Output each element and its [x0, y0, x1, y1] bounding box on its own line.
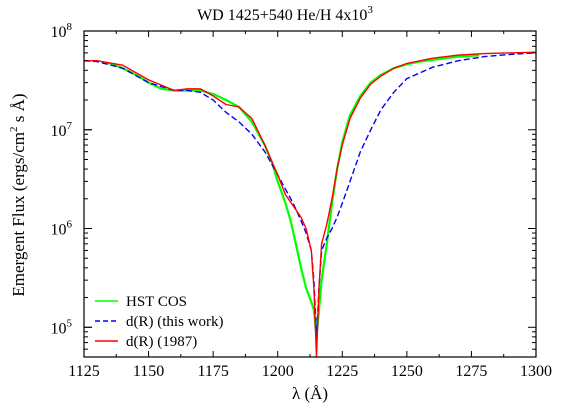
y-tick-base: 10 — [51, 320, 67, 337]
legend: HST COS d(R) (this work) d(R) (1987) — [95, 294, 224, 350]
x-axis-title: λ (Å) — [292, 384, 328, 403]
x-tick-label: 1300 — [520, 363, 552, 380]
y-tick-base: 10 — [51, 123, 67, 140]
x-tick-label: 1150 — [133, 363, 164, 380]
y-axis-title-suffix: s Å) — [9, 93, 28, 126]
legend-label: HST COS — [126, 294, 187, 310]
series-line-3 — [84, 52, 536, 357]
y-tick-exponent: 6 — [67, 219, 73, 231]
x-tick-label: 1275 — [455, 363, 487, 380]
y-tick-base: 10 — [51, 222, 67, 239]
x-tick-label: 1200 — [262, 363, 294, 380]
y-tick-base: 10 — [51, 24, 67, 41]
legend-label: d(R) (this work) — [126, 314, 224, 330]
legend-label: d(R) (1987) — [126, 334, 197, 350]
y-tick-label: 107 — [51, 120, 73, 140]
x-tick-label: 1225 — [326, 363, 358, 380]
plot-data — [84, 52, 536, 357]
chart-title: WD 1425+540 He/H 4x103 — [197, 4, 373, 24]
y-tick-label: 106 — [51, 219, 73, 239]
chart-title-superscript: 3 — [367, 4, 373, 16]
y-tick-exponent: 8 — [67, 21, 73, 33]
y-axis-title: Emergent Flux (ergs/cm2 s Å) — [8, 93, 28, 296]
y-tick-label: 108 — [51, 21, 73, 41]
y-tick-exponent: 7 — [67, 120, 73, 132]
x-tick-label: 1125 — [68, 363, 99, 380]
x-tick-label: 1175 — [197, 363, 228, 380]
y-tick-exponent: 5 — [67, 317, 73, 329]
y-tick-label: 105 — [51, 317, 73, 337]
x-tick-label: 1250 — [391, 363, 423, 380]
